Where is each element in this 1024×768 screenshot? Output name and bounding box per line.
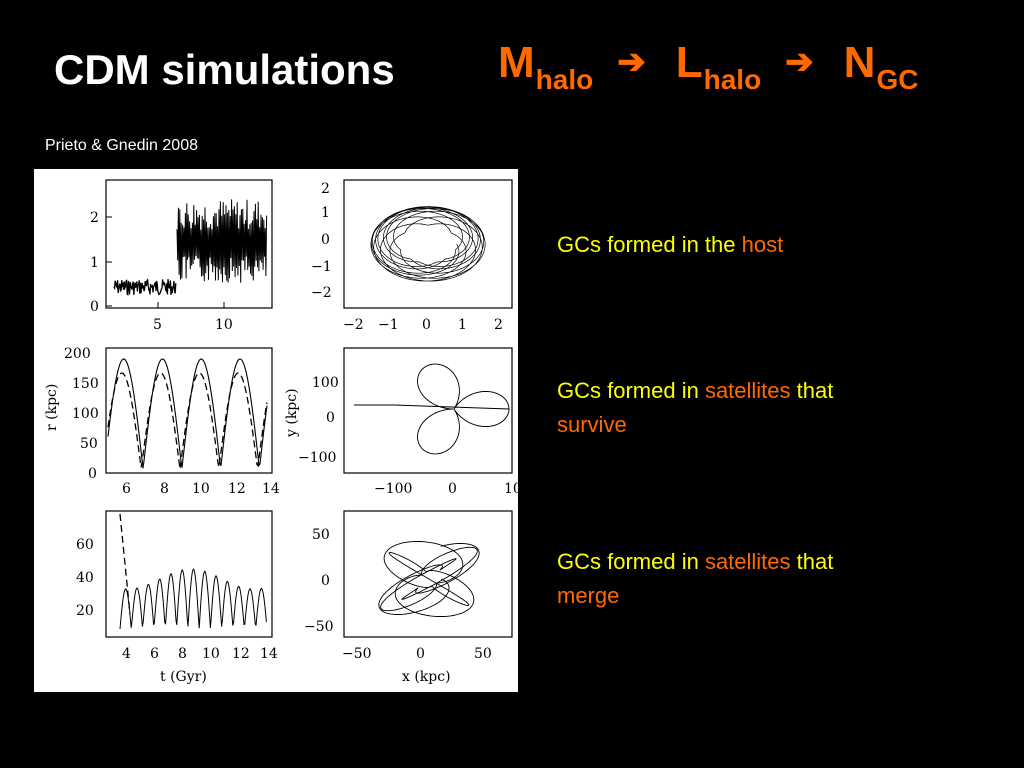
- tick-label: 0: [321, 573, 330, 589]
- citation: Prieto & Gnedin 2008: [45, 137, 198, 154]
- right-arrow-icon: ➔: [785, 43, 814, 81]
- tick-label: −2: [343, 317, 364, 333]
- tick-label: 10: [504, 481, 518, 497]
- tick-label: 0: [416, 646, 425, 662]
- formula-term-mhalo: Mhalo: [498, 38, 594, 95]
- tick-label: 6: [122, 481, 131, 497]
- tick-label: 10: [215, 317, 233, 333]
- formula-term-lhalo: Lhalo: [675, 38, 762, 95]
- axis-label-r: r (kpc): [44, 384, 60, 431]
- tick-label: −100: [374, 481, 412, 497]
- tick-label: 50: [312, 527, 330, 543]
- tick-label: 14: [260, 646, 278, 662]
- tick-label: 1: [90, 255, 99, 271]
- axis-label-x: x (kpc): [402, 669, 451, 685]
- tick-label: 0: [90, 299, 99, 315]
- tick-label: 6: [150, 646, 159, 662]
- orbit-figure-svg: 2 1 0 5 10 2 1 0 −1 −2 −2 −1 0 1 2 200: [44, 179, 518, 685]
- orbit-figure: 2 1 0 5 10 2 1 0 −1 −2 −2 −1 0 1 2 200: [34, 169, 518, 692]
- caption-host: GCs formed in the host: [557, 232, 784, 257]
- tick-label: −50: [304, 619, 334, 635]
- tick-label: 0: [422, 317, 431, 333]
- tick-label: −2: [311, 285, 332, 301]
- tick-label: 100: [312, 375, 339, 391]
- tick-label: 100: [72, 406, 99, 422]
- panel-host-orbit: 2 1 0 −1 −2 −2 −1 0 1 2: [311, 179, 513, 333]
- tick-label: 2: [494, 317, 503, 333]
- tick-label: 1: [458, 317, 467, 333]
- panel-merger-radius: 60 40 20 4 6 8 10 12 14 t (Gyr): [76, 510, 278, 685]
- caption-satellites-survive: GCs formed in satellites that survive: [557, 378, 834, 437]
- tick-label: 0: [448, 481, 457, 497]
- tick-label: −100: [298, 450, 336, 466]
- formula-term-ngc: NGC: [843, 38, 919, 95]
- tick-label: 200: [64, 346, 91, 362]
- slide-title: CDM simulations: [54, 46, 395, 93]
- caption-satellites-merge: GCs formed in satellites that merge: [557, 549, 834, 608]
- tick-label: 20: [76, 603, 94, 619]
- tick-label: −1: [311, 259, 332, 275]
- right-arrow-icon: ➔: [617, 43, 646, 81]
- tick-label: 2: [321, 181, 330, 197]
- tick-label: 5: [153, 317, 162, 333]
- tick-label: 12: [232, 646, 250, 662]
- tick-label: 10: [202, 646, 220, 662]
- tick-label: 8: [160, 481, 169, 497]
- tick-label: 150: [72, 376, 99, 392]
- tick-label: 0: [88, 466, 97, 482]
- tick-label: 14: [262, 481, 280, 497]
- tick-label: 10: [192, 481, 210, 497]
- tick-label: 40: [76, 570, 94, 586]
- tick-label: 8: [178, 646, 187, 662]
- tick-label: 60: [76, 537, 94, 553]
- tick-label: 50: [474, 646, 492, 662]
- panel-survivor-radius: 200 150 100 50 0 6 8 10 12 14 r (kpc): [44, 346, 280, 497]
- tick-label: 50: [80, 436, 98, 452]
- tick-label: −1: [378, 317, 399, 333]
- tick-label: 0: [321, 232, 330, 248]
- tick-label: 2: [90, 210, 99, 226]
- panel-host-radius: 2 1 0 5 10: [90, 179, 273, 333]
- tick-label: 4: [122, 646, 131, 662]
- formula-heading: Mhalo ➔ Lhalo ➔ NGC: [498, 38, 919, 95]
- axis-label-t: t (Gyr): [160, 669, 207, 685]
- axis-label-y: y (kpc): [284, 388, 300, 438]
- tick-label: −50: [342, 646, 372, 662]
- panel-survivor-orbit: 100 0 −100 −100 0 10 y (kpc): [284, 347, 518, 497]
- panel-merger-orbit: 50 0 −50 −50 0 50 x (kpc): [304, 510, 513, 685]
- tick-label: 12: [228, 481, 246, 497]
- tick-label: 0: [326, 410, 335, 426]
- tick-label: 1: [321, 205, 330, 221]
